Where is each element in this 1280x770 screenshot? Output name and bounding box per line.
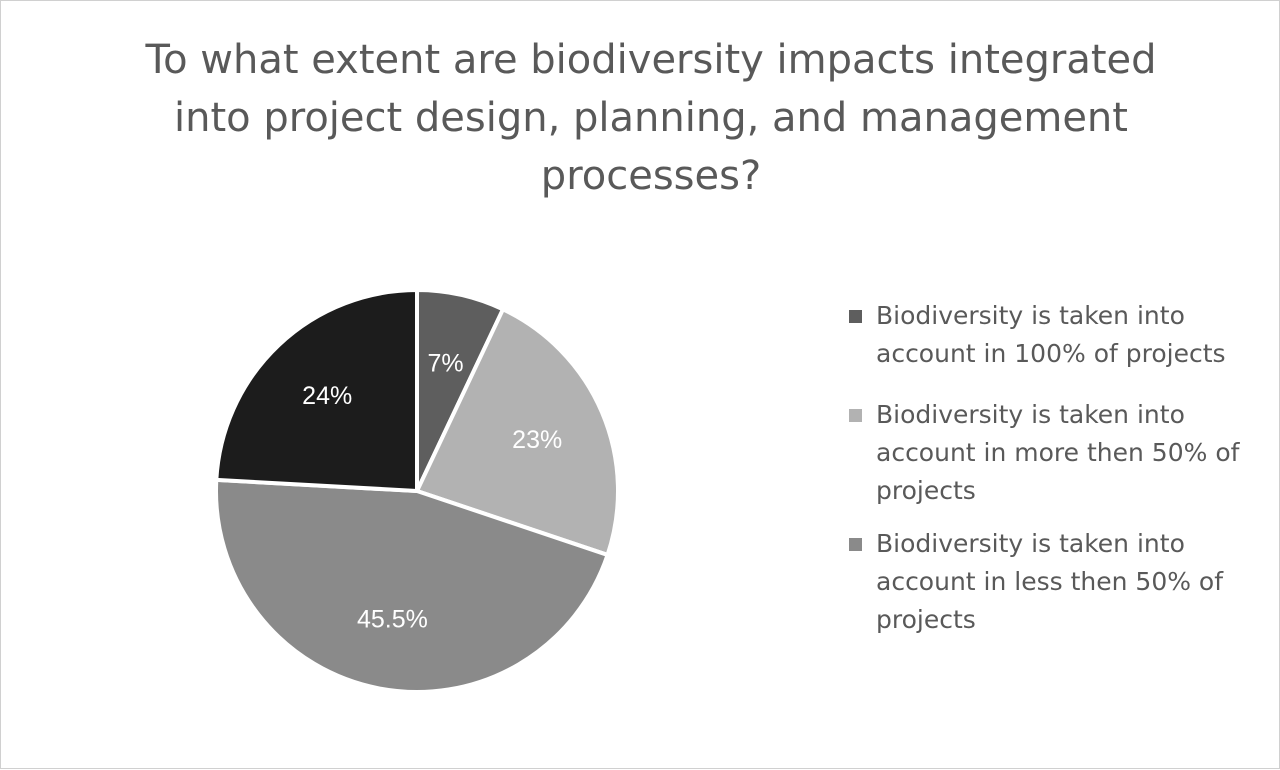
- legend-swatch: [849, 538, 862, 551]
- pie-slice-3: [214, 288, 419, 493]
- legend-label: Biodiversity is taken into account in mo…: [876, 400, 1240, 505]
- legend-entry-less-than-50: Biodiversity is taken into account in le…: [849, 525, 1269, 639]
- data-label-1: 23%: [512, 426, 562, 454]
- legend-entry-100-percent: Biodiversity is taken into account in 10…: [849, 297, 1269, 373]
- legend-label: Biodiversity is taken into account in 10…: [876, 301, 1226, 368]
- legend-swatch: [849, 409, 862, 422]
- legend-swatch: [849, 310, 862, 323]
- pie-slice-1: [415, 307, 620, 557]
- legend-entry-more-than-50: Biodiversity is taken into account in mo…: [849, 396, 1269, 510]
- data-label-0: 7%: [428, 350, 464, 378]
- chart-title: To what extent are biodiversity impacts …: [145, 37, 1157, 199]
- data-label-3: 24%: [302, 382, 352, 410]
- pie-slice-2: [214, 477, 610, 694]
- data-label-2: 45.5%: [357, 605, 428, 633]
- legend: Biodiversity is taken into account in 10…: [849, 297, 1269, 662]
- legend-label: Biodiversity is taken into account in le…: [876, 529, 1224, 634]
